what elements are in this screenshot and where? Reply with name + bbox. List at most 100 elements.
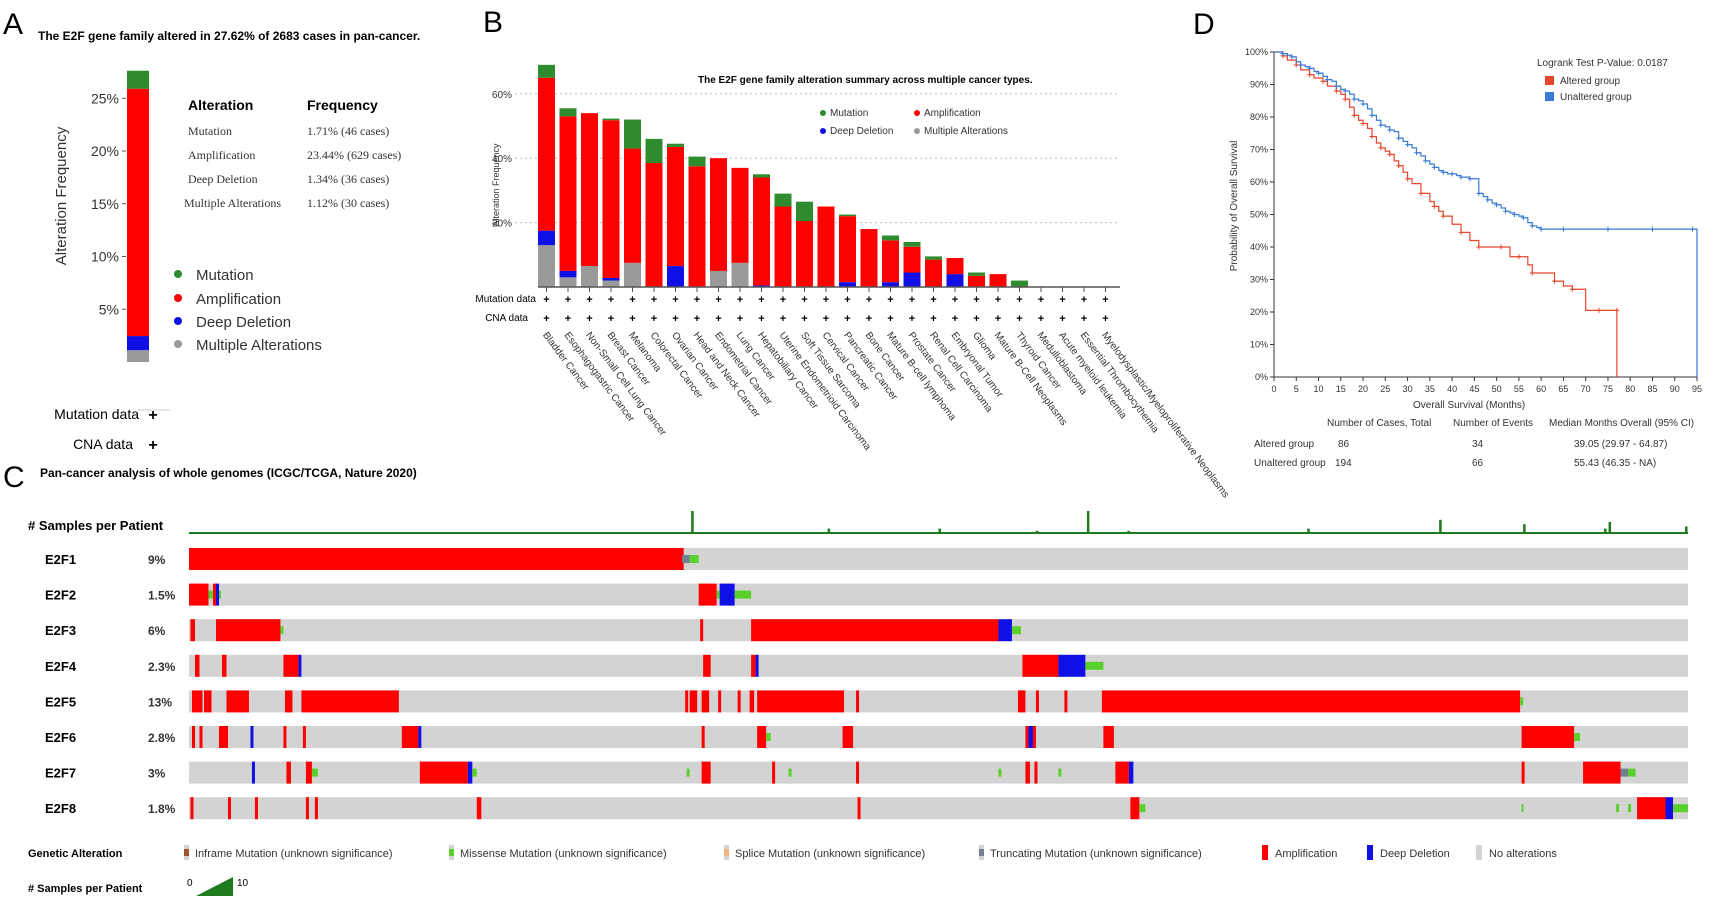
panel-c-title: Pan-cancer analysis of whole genomes (IC… [40, 466, 417, 480]
panel-b-cna-plus: + [565, 313, 571, 325]
censor-mark [1298, 62, 1304, 68]
oncoprint-deep-deletion [298, 654, 302, 677]
oncoprint-mutation [682, 555, 690, 563]
panel-d-xtick-label: 25 [1380, 384, 1390, 394]
panel-a-ytick-label: 15% [91, 196, 119, 212]
panel-b-cna-plus: + [866, 313, 872, 325]
panel-c: C Pan-cancer analysis of whole genomes (… [3, 461, 1688, 896]
oncoprint-deep-deletion [1128, 761, 1134, 784]
oncoprint-mutation [1058, 768, 1062, 777]
panel-b-bar-segment [667, 146, 684, 267]
panel-b-bar-segment [667, 143, 684, 147]
oncoprint-amplification [700, 619, 704, 642]
censor-mark [1351, 96, 1357, 102]
panel-b-cna-plus: + [543, 313, 549, 325]
panel-a-bar-segment [127, 350, 149, 362]
panel-b-bar-segment [903, 272, 921, 287]
panel-b-title: The E2F gene family alteration summary a… [698, 75, 1033, 86]
oncoprint-mutation [472, 768, 477, 777]
gene-label-e2f5: E2F5 [45, 694, 76, 709]
panel-a-row-freq: 23.44% (629 cases) [307, 148, 401, 162]
panel-d-xtick-label: 10 [1314, 384, 1324, 394]
censor-mark [1614, 307, 1620, 313]
panel-a-bar-segment [127, 336, 149, 351]
panel-d-xtick-label: 30 [1403, 384, 1413, 394]
oncoprint-mutation [1521, 804, 1524, 813]
panel-b-mutation-plus: + [995, 294, 1001, 306]
oncoprint-amplification [1032, 726, 1036, 748]
panel-b-bar-segment [538, 230, 555, 246]
samples-per-patient-bar [1685, 526, 1688, 533]
samples-per-patient-bar [1439, 519, 1442, 533]
panel-b-cna-plus: + [801, 313, 807, 325]
panel-b-cna-plus: + [586, 313, 592, 325]
panel-b-mutation-plus: + [543, 294, 549, 306]
oncoprint-mutation [218, 590, 221, 599]
panel-b-mutation-plus: + [930, 294, 936, 306]
samples-per-patient-bar [1035, 530, 1039, 533]
panel-b-bar-segment [882, 282, 899, 287]
panel-d-xtick-label: 95 [1692, 384, 1702, 394]
panel-b-cna-plus: + [737, 313, 743, 325]
panel-b-cna-plus: + [1081, 313, 1087, 325]
censor-mark [1485, 197, 1491, 203]
panel-d-xtick-label: 85 [1647, 384, 1657, 394]
panel-b-bar-segment [602, 120, 620, 278]
panel-b-bar-segment [581, 113, 598, 267]
gene-percent-e2f4: 2.3% [148, 660, 176, 674]
censor-mark [1307, 65, 1313, 71]
panel-a: A The E2F gene family altered in 27.62% … [3, 8, 420, 454]
censor-mark [1360, 101, 1366, 107]
legend-altered-swatch [1545, 76, 1554, 85]
samples-scale-wedge [196, 877, 233, 896]
oncoprint-amplification [772, 761, 776, 784]
oncoprint-amplification [1025, 761, 1030, 784]
panel-b-bar-segment [559, 270, 577, 278]
panel-d-xtick-label: 5 [1294, 384, 1299, 394]
panel-b-mutation-plus: + [780, 294, 786, 306]
legend-missense-swatch [449, 849, 454, 856]
panel-a-ytick-label: 25% [91, 90, 119, 106]
panel-b-legend-multiple: Multiple Alterations [924, 126, 1008, 137]
legend-no-alteration-swatch [1476, 845, 1482, 860]
panel-c-legend-title: Genetic Alteration [28, 848, 123, 860]
panel-b-bar-segment [667, 266, 684, 287]
oncoprint-mutation [1011, 626, 1021, 635]
oncoprint-mutation [716, 590, 720, 599]
censor-mark [1503, 208, 1509, 214]
oncoprint-amplification [226, 690, 249, 713]
censor-mark [1369, 112, 1375, 118]
panel-b-cna-plus: + [887, 313, 893, 325]
oncoprint-amplification [1022, 654, 1059, 677]
censor-mark [1333, 88, 1339, 94]
panel-a-ytick-label: 5% [99, 301, 119, 317]
panel-b-bar-segment [538, 64, 555, 78]
gene-label-e2f2: E2F2 [45, 588, 76, 603]
panel-a-table-header-alteration: Alteration [188, 97, 253, 113]
panel-d-xtick-label: 0 [1271, 384, 1276, 394]
oncoprint-amplification [1637, 797, 1666, 820]
panel-a-bar-segment [127, 88, 149, 337]
panel-b-bar-segment [731, 262, 749, 287]
panel-b-bar-segment [774, 206, 792, 287]
panel-d-table-header: Number of Cases, Total [1327, 418, 1431, 429]
panel-b-cna-plus: + [672, 313, 678, 325]
censor-mark [1360, 121, 1366, 126]
panel-c-legend-missense: Missense Mutation (unknown significance) [460, 848, 667, 860]
panel-b-bar-segment [624, 262, 641, 287]
gene-percent-e2f1: 9% [148, 553, 166, 567]
panel-b-bar-segment [774, 193, 792, 207]
oncoprint-amplification [718, 690, 722, 713]
panel-a-row-freq: 1.71% (46 cases) [307, 124, 389, 138]
oncoprint-mutation [311, 768, 318, 777]
oncoprint-mutation [1616, 804, 1620, 813]
panel-c-samples-label: # Samples per Patient [28, 518, 164, 533]
panel-d-xtick-label: 60 [1536, 384, 1546, 394]
panel-d-xlabel: Overall Survival (Months) [1413, 400, 1525, 411]
panel-c-legend-amplification: Amplification [1275, 848, 1337, 860]
samples-per-patient-bar [1086, 511, 1090, 533]
oncoprint-deep-deletion [1028, 726, 1033, 748]
panel-b-cna-plus: + [995, 313, 1001, 325]
legend-mutation-swatch [820, 110, 826, 116]
censor-mark [1431, 203, 1437, 209]
